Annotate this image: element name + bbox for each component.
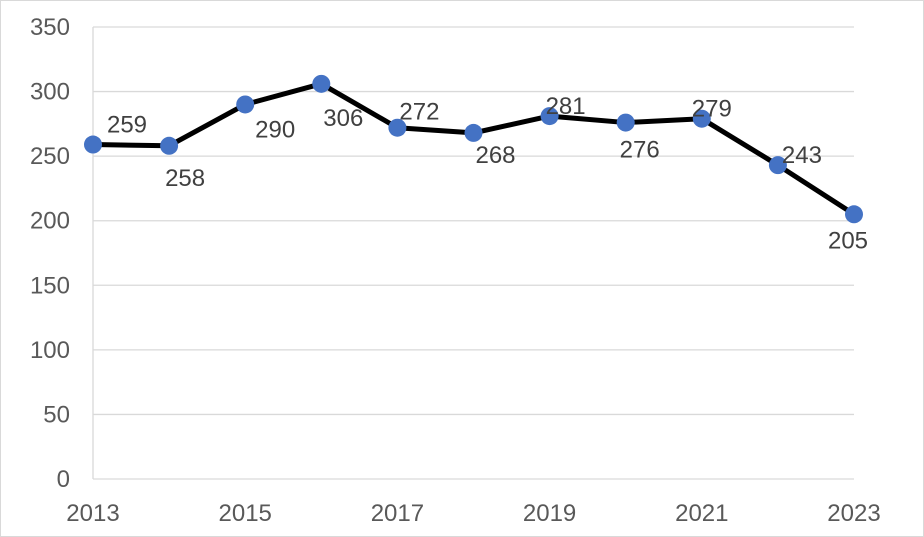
y-tick-label-200: 200 bbox=[30, 208, 70, 235]
y-tick-label-0: 0 bbox=[57, 466, 70, 493]
data-point-2022 bbox=[768, 156, 787, 175]
y-tick-label-350: 350 bbox=[30, 14, 70, 41]
series-line-0 bbox=[90, 81, 857, 217]
data-label-2021: 279 bbox=[692, 96, 732, 123]
y-tick-label-300: 300 bbox=[30, 79, 70, 106]
data-point-2015 bbox=[236, 95, 255, 114]
data-point-2014 bbox=[160, 136, 179, 155]
gridlines bbox=[92, 26, 854, 480]
data-label-2023: 205 bbox=[828, 227, 868, 254]
data-label-2014: 258 bbox=[165, 165, 205, 192]
y-tick-label-250: 250 bbox=[30, 143, 70, 170]
data-label-2018: 268 bbox=[475, 142, 515, 169]
y-tick-label-150: 150 bbox=[30, 272, 70, 299]
data-label-2020: 276 bbox=[620, 137, 660, 164]
x-tick-label-2013: 2013 bbox=[66, 500, 119, 527]
x-tick-label-2015: 2015 bbox=[219, 500, 272, 527]
data-point-2017 bbox=[388, 118, 407, 137]
data-point-2020 bbox=[616, 113, 635, 132]
data-label-2013: 259 bbox=[107, 112, 147, 139]
y-axis-tick-labels: 0 50 100 150 200 250 300 350 bbox=[30, 14, 70, 493]
data-label-2017: 272 bbox=[399, 99, 439, 126]
y-tick-label-100: 100 bbox=[30, 337, 70, 364]
x-tick-label-2017: 2017 bbox=[371, 500, 424, 527]
data-label-2019: 281 bbox=[546, 93, 586, 120]
data-point-2023 bbox=[845, 205, 863, 224]
x-tick-label-2023: 2023 bbox=[827, 500, 880, 527]
x-tick-label-2021: 2021 bbox=[675, 500, 728, 527]
data-point-2016 bbox=[312, 74, 331, 93]
x-axis-tick-labels: 2013 2015 2017 2019 2021 2023 bbox=[66, 500, 880, 527]
x-tick-label-2019: 2019 bbox=[523, 500, 576, 527]
data-labels: 259 258 290 306 272 268 281 276 279 243 205 bbox=[107, 93, 868, 254]
data-point-2019 bbox=[540, 107, 559, 126]
data-label-2022: 243 bbox=[782, 142, 822, 169]
data-point-2013 bbox=[84, 135, 102, 154]
data-label-2016: 306 bbox=[323, 105, 363, 132]
data-label-2015: 290 bbox=[255, 116, 295, 143]
series-markers bbox=[84, 74, 863, 224]
series-lines bbox=[90, 81, 857, 217]
data-point-2018 bbox=[464, 123, 483, 142]
data-point-2021 bbox=[692, 109, 711, 128]
y-tick-label-50: 50 bbox=[43, 401, 70, 428]
